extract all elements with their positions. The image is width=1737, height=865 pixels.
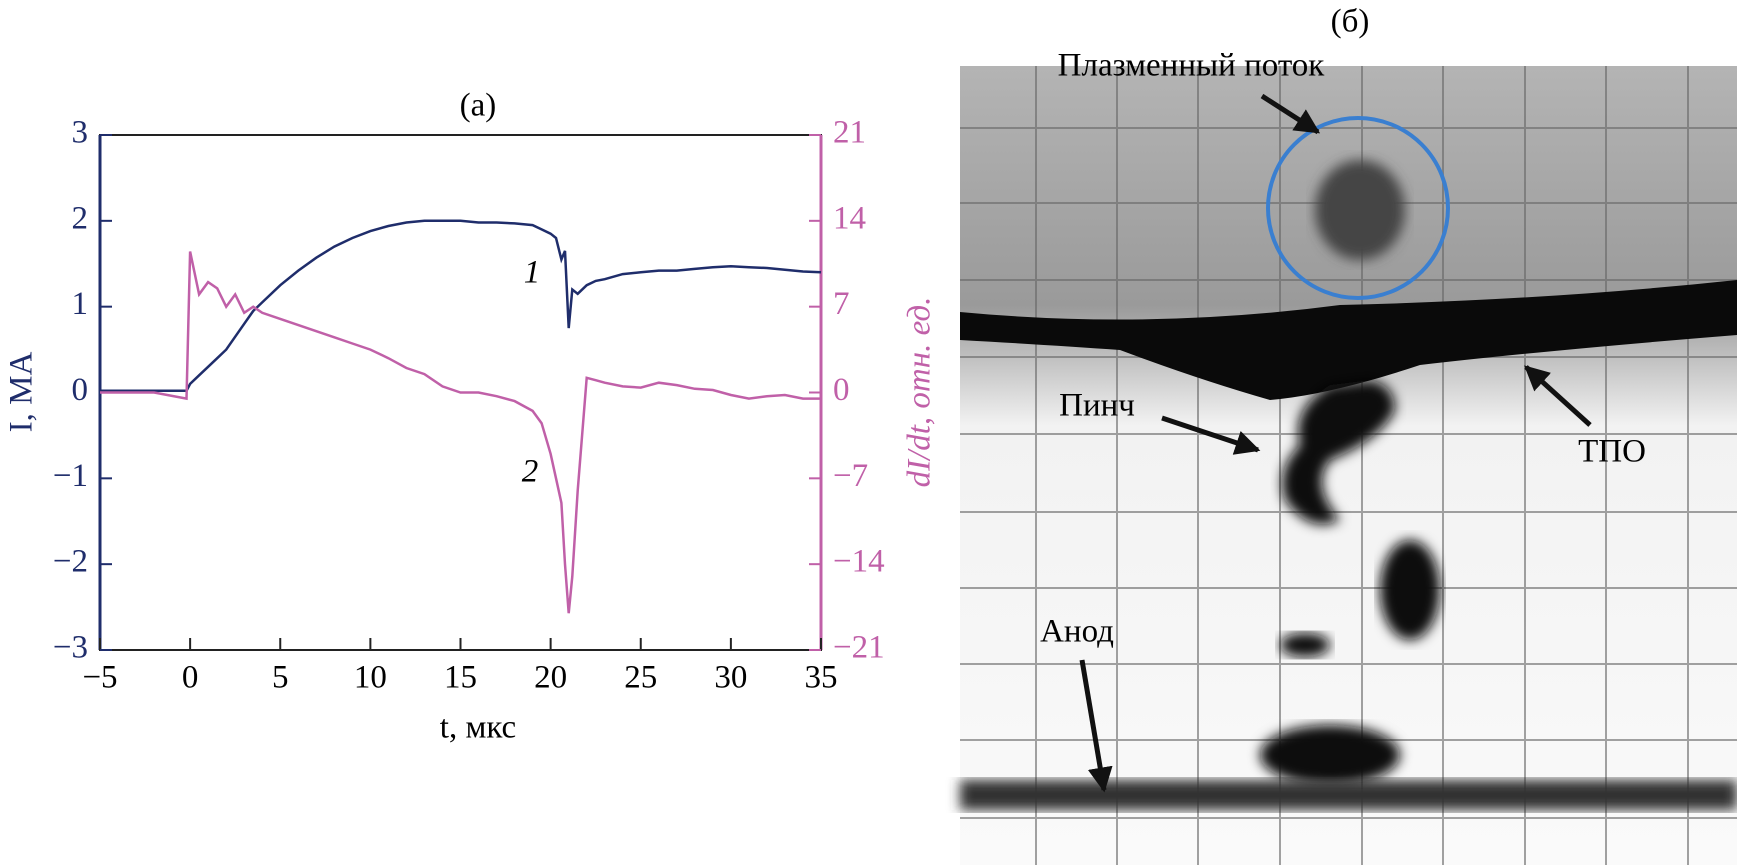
x-tick-label: 5 xyxy=(272,660,289,696)
photo-panel: (б) Плазменный поток Пинч ТПО Анод xyxy=(960,4,1737,865)
y-tick-label: 2 xyxy=(72,200,89,236)
annotation: Пинч xyxy=(1059,388,1135,424)
y2-tick-label: 7 xyxy=(833,286,850,322)
y-tick-label: −2 xyxy=(53,544,88,580)
arrows xyxy=(1079,93,1592,793)
y-tick-label: 3 xyxy=(72,115,89,151)
x-tick-label: 0 xyxy=(182,660,199,696)
annotation: Плазменный поток xyxy=(1058,48,1326,84)
series-label: 2 xyxy=(522,454,539,490)
y-axis-label: I, МА xyxy=(4,352,40,433)
y2-tick-label: 14 xyxy=(833,200,866,236)
y-tick-label: −1 xyxy=(53,458,88,494)
annotation: ТПО xyxy=(1578,434,1646,470)
y-tick-label: −3 xyxy=(53,630,88,666)
x-tick-label: 15 xyxy=(444,660,477,696)
y2-tick-label: −21 xyxy=(833,630,885,666)
plasma-shapes xyxy=(960,160,1737,810)
y2-tick-label: 0 xyxy=(833,372,850,408)
series-line xyxy=(100,251,821,614)
chart: (а) t, мкс I, МА dI/dt, отн. ед. −5 0 5 10 1… xyxy=(4,88,938,746)
y2-tick-label: 21 xyxy=(833,115,866,151)
series-label: 1 xyxy=(524,255,541,291)
annotation: Анод xyxy=(1040,614,1114,650)
x-axis-label: t, мкс xyxy=(440,710,516,746)
x-tick-label: −5 xyxy=(82,660,117,696)
x-tick-label: 35 xyxy=(805,660,838,696)
x-tick-label: 25 xyxy=(624,660,657,696)
y2-tick-label: −7 xyxy=(833,458,868,494)
panel-label: (б) xyxy=(1331,4,1370,40)
chart-title: (а) xyxy=(460,88,497,124)
x-tick-label: 10 xyxy=(354,660,387,696)
highlight-circle xyxy=(1266,116,1450,300)
y-tick-label: 1 xyxy=(72,286,89,322)
x-tick-label: 30 xyxy=(714,660,747,696)
y2-axis-label: dI/dt, отн. ед. xyxy=(902,297,938,488)
y-tick-label: 0 xyxy=(72,372,89,408)
x-tick-label: 20 xyxy=(534,660,567,696)
series-line xyxy=(100,219,822,393)
y2-tick-label: −14 xyxy=(833,544,885,580)
